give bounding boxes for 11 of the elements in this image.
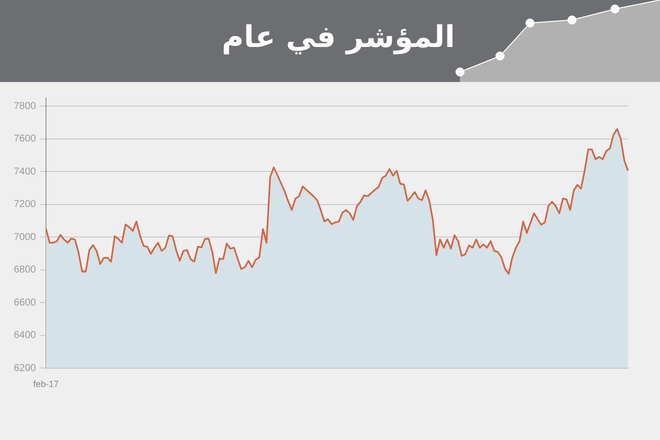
y-tick-label: 6200 — [14, 362, 36, 374]
y-tick-label: 6400 — [14, 330, 36, 342]
y-tick-label: 7000 — [14, 232, 36, 243]
y-tick-label: 6600 — [14, 297, 36, 308]
y-tick-label: 6800 — [14, 264, 36, 276]
chart-title: المؤشر في عام — [222, 20, 455, 55]
y-tick-label: 7800 — [14, 100, 36, 112]
x-tick-label: feb-17 — [33, 379, 59, 390]
y-tick-label: 7200 — [14, 199, 36, 210]
y-tick-label: 7400 — [14, 166, 36, 178]
y-tick-label: 7600 — [14, 134, 36, 145]
